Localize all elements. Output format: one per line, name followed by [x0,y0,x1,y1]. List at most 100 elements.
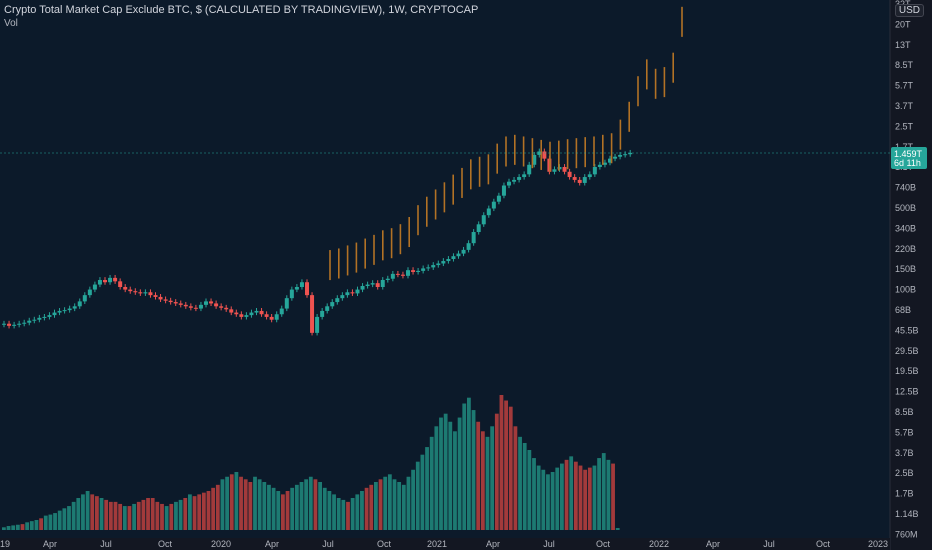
candle-body [204,301,208,305]
volume-bar [318,481,322,530]
x-tick-label: Jul [322,539,334,549]
candle-body [481,215,486,225]
volume-bar [188,494,192,530]
x-tick-label: 2021 [427,539,447,549]
candle-body [507,181,511,186]
candle-body [148,292,153,296]
y-tick-label: 45.5B [895,325,919,335]
candle-body [188,306,193,308]
volume-bar [104,499,109,530]
volume-bar [508,406,513,530]
x-tick-label: Oct [596,539,611,549]
candle-body [17,323,22,325]
y-tick-label: 760M [895,529,918,539]
candle-body [47,315,52,317]
y-tick-label: 12.5B [895,387,919,397]
x-tick-label: Apr [43,539,57,549]
volume-bar [220,479,225,530]
volume-bar [146,497,150,530]
y-tick-label: 5.7B [895,427,914,437]
volume-bar [253,476,257,530]
chart-title: Crypto Total Market Cap Exclude BTC, $ (… [4,4,479,16]
volume-bar [397,481,402,530]
candle-body [360,286,365,290]
volume-bar [2,527,6,530]
candle-body [42,316,47,318]
volume-bar [127,506,132,530]
volume-bar [564,459,569,530]
y-tick-label: 68B [895,305,911,315]
volume-bar [546,474,550,530]
y-tick-label: 29.5B [895,346,919,356]
volume-bar [271,487,276,530]
volume-bar [490,426,495,530]
candle-body [310,295,315,333]
candle-body [32,319,37,321]
volume-bar [267,484,271,530]
x-tick-label: 2023 [868,539,888,549]
candle-body [168,300,173,303]
candle-body [103,280,107,283]
volume-bar [494,413,499,530]
candle-body [229,309,234,313]
candle-body [87,289,92,296]
candle-body [426,267,431,269]
y-tick-label: 13T [895,40,911,50]
volume-bar [527,449,532,530]
candle-body [582,177,587,183]
volume-bar [355,494,360,530]
volume-bar [550,471,555,530]
candle-body [2,323,6,325]
volume-bar [378,479,383,530]
candle-body [618,154,623,157]
candle-body [320,310,325,317]
x-tick-label: Jul [543,539,555,549]
volume-bar [587,467,592,530]
currency-button[interactable]: USD [894,4,924,17]
candle-body [12,324,17,326]
volume-bar [471,410,476,530]
candle-body [108,277,113,283]
candle-body [224,307,229,310]
volume-bar [392,479,397,530]
candle-body [183,304,188,307]
y-tick-label: 8.5T [895,60,914,70]
candle-body [370,283,375,285]
volume-bar [285,490,290,530]
candle-body [608,158,612,163]
volume-bar [211,487,216,530]
volume-bar [192,496,197,530]
y-tick-label: 3.7T [895,101,914,111]
y-tick-label: 220B [895,244,916,254]
volume-bar [592,465,597,530]
volume-bar [346,501,350,530]
y-tick-label: 1.7B [895,489,914,499]
volume-bar [197,494,202,530]
price-axis-bg [890,0,932,550]
volume-bar [25,522,30,530]
volume-bar [504,400,508,530]
volume-bar [476,421,481,530]
volume-bar [536,465,541,530]
volume-bar [141,499,146,530]
volume-bar [43,515,48,530]
volume-bar [62,508,67,530]
candle-body [567,171,572,178]
x-tick-label: Oct [377,539,392,549]
y-tick-label: 340B [895,223,916,233]
volume-bar [225,476,229,530]
volume-bar [150,497,155,530]
y-tick-label: 1.7T [895,142,914,152]
volume-bar [34,519,39,530]
candle-body [92,284,97,290]
volume-bar [406,476,411,530]
volume-bar [229,474,234,530]
volume-bar [425,447,429,530]
candle-body [512,179,517,182]
volume-bar [118,503,123,530]
volume-bar [513,426,518,530]
volume-bar [90,494,95,530]
volume-label: Vol [4,18,18,29]
